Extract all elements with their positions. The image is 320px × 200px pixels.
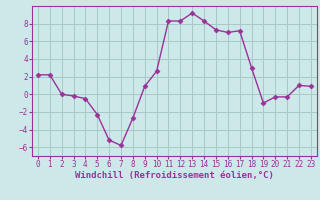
X-axis label: Windchill (Refroidissement éolien,°C): Windchill (Refroidissement éolien,°C) [75, 171, 274, 180]
